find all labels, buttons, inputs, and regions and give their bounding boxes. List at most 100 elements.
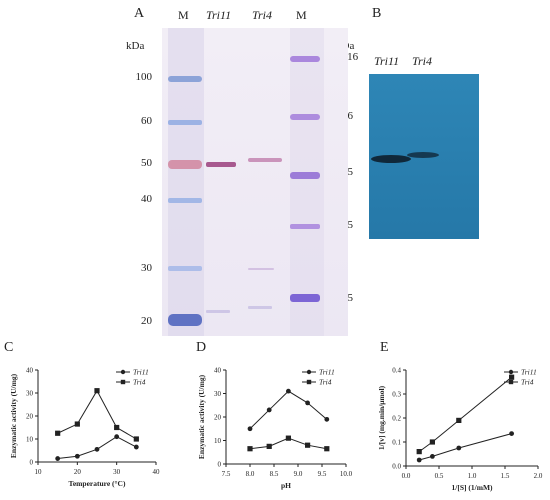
chart-c-y-axis-label: Enzymatic activity (U/mg) — [9, 373, 18, 458]
gel-left-marker-20: 20 — [141, 315, 152, 327]
chart-d-legend-tri11-label: Tri11 — [319, 368, 335, 377]
chart-d-x-tick-label: 7.5 — [222, 470, 231, 478]
chart-d-legend-tri11-swatch-marker — [306, 369, 312, 375]
gel-lane-label-marker-right: M — [296, 8, 307, 22]
chart-e-legend-tri11-swatch-marker — [508, 369, 514, 375]
chart-d-y-tick-label: 30 — [214, 390, 222, 398]
chart-ph: 7.5 8.0 8.5 9.0 9.5 10.0 0 10 20 30 40 pH Enzymatic … — [197, 367, 353, 491]
chart-d-series-tri4-point — [247, 446, 253, 452]
chart-d-series-tri11-point — [324, 416, 330, 422]
chart-c-series-tri11-point — [55, 456, 61, 461]
chart-c-series-tri11-point — [74, 453, 80, 459]
gel-lane-label-tri4: Tri4 — [252, 8, 273, 22]
chart-c-y-tick-label: 20 — [26, 413, 34, 421]
gel-lane-label-tri11: Tri11 — [206, 8, 232, 22]
chart-e-series-tri11-line — [419, 433, 512, 461]
chart-e-series-tri11-point — [456, 445, 462, 451]
gel-left-marker-30: 30 — [141, 262, 152, 274]
chart-c-y-tick-label: 30 — [26, 390, 34, 398]
chart-d-legend-tri4-swatch-marker — [306, 379, 312, 385]
gel-image — [162, 28, 348, 336]
chart-e-series-tri4-point — [429, 439, 435, 445]
chart-e-x-tick-label: 0.0 — [402, 472, 411, 480]
gel-bands — [168, 28, 324, 336]
panel-label-a: A — [134, 6, 145, 21]
chart-d-series-tri11-line — [249, 390, 328, 430]
chart-e-y-tick-label: 0.3 — [392, 391, 401, 399]
chart-e-legend-tri4-swatch-marker — [508, 379, 514, 385]
chart-c-y-tick-label: 40 — [26, 367, 34, 375]
gel-left-marker-60: 60 — [141, 115, 152, 127]
chart-d-series-tri11-point — [247, 426, 253, 432]
chart-d-x-tick-label: 9.5 — [318, 470, 327, 478]
chart-c-series-tri4-point — [114, 424, 120, 431]
chart-lineweaver-burk: 0.0 0.5 1.0 1.5 2.0 0.0 0.1 0.2 0.3 0.4 1/[S] (1/m… — [377, 367, 543, 493]
chart-c-legend-tri11-swatch-marker — [120, 369, 126, 375]
chart-c-series-tri4-line — [57, 389, 137, 440]
chart-c-series-tri4-point — [55, 430, 61, 436]
chart-c-y-tick-label: 0 — [30, 459, 34, 467]
panel-label-e: E — [380, 340, 389, 355]
chart-c-legend-tri11-label: Tri11 — [133, 368, 149, 377]
chart-c-series-tri4-point — [94, 388, 100, 394]
chart-e-x-tick-label: 1.0 — [468, 472, 477, 480]
chart-e-x-tick-label: 2.0 — [534, 472, 543, 480]
chart-e-series-tri11-point — [416, 457, 422, 463]
chart-d-y-tick-label: 0 — [218, 461, 222, 469]
chart-d-series-tri4-point — [305, 442, 311, 448]
chart-c-series-tri11-point — [114, 434, 120, 440]
chart-c-x-tick-label: 30 — [113, 468, 121, 476]
chart-e-legend-tri11-label: Tri11 — [521, 368, 537, 377]
gel-left-marker-40: 40 — [141, 193, 152, 205]
western-blot-image — [369, 74, 479, 239]
chart-e-legend-tri4-label: Tri4 — [521, 378, 534, 387]
chart-d-series-tri11-point — [286, 388, 291, 394]
chart-e-series-tri4-point — [509, 374, 515, 380]
chart-e-series-tri4-point — [456, 417, 462, 423]
blot-lane-label-tri11: Tri11 — [374, 54, 400, 68]
chart-c-series-tri4-point — [74, 421, 80, 427]
chart-c-legend-tri4-swatch-marker — [120, 379, 126, 385]
chart-d-y-tick-label: 20 — [214, 414, 222, 422]
panel-label-d: D — [196, 340, 207, 355]
chart-e-series-tri4-line — [418, 376, 512, 453]
chart-c-y-tick-label: 10 — [26, 436, 34, 444]
chart-d-x-tick-label: 9.0 — [294, 470, 303, 478]
chart-c-x-tick-label: 40 — [153, 468, 161, 476]
chart-d-series-tri11-point — [305, 400, 310, 406]
chart-e-y-tick-label: 0.2 — [392, 415, 401, 423]
chart-d-x-tick-label: 8.0 — [246, 470, 255, 478]
chart-c-series-tri4-point — [133, 436, 139, 442]
gel-lane-label-marker-left: M — [178, 8, 189, 22]
chart-e-y-tick-label: 0.1 — [392, 439, 401, 447]
panel-label-b: B — [372, 6, 382, 21]
chart-c-x-axis-label: Temperature (°C) — [69, 479, 126, 488]
chart-d-legend-tri4-label: Tri4 — [319, 378, 332, 387]
chart-e-y-axis-label: 1/[v] (mg.min/μmol) — [377, 385, 386, 450]
chart-c-legend-tri4-label: Tri4 — [133, 378, 146, 387]
gel-left-marker-50: 50 — [141, 157, 152, 169]
chart-e-y-tick-label: 0.4 — [392, 367, 401, 375]
chart-d-series-tri4-point — [324, 446, 330, 452]
chart-e-series-tri11-point — [509, 431, 514, 436]
blot-bands — [371, 152, 439, 163]
chart-d-series-tri11-point — [266, 407, 272, 413]
chart-e-x-tick-label: 0.5 — [435, 472, 444, 480]
chart-e-x-axis-label: 1/[S] (1/mM) — [451, 483, 493, 492]
chart-d-x-tick-label: 10.0 — [340, 470, 353, 478]
chart-e-series-tri4-point — [416, 449, 422, 455]
chart-d-series-tri4-point — [285, 435, 291, 441]
blot-lane-label-tri4: Tri4 — [412, 54, 433, 68]
chart-c-series-tri11-point — [133, 444, 139, 450]
chart-c-x-tick-label: 20 — [74, 468, 82, 476]
chart-d-x-tick-label: 8.5 — [270, 470, 279, 478]
gel-left-marker-100: 100 — [135, 71, 153, 83]
chart-c-series-tri11-point — [94, 446, 100, 452]
gel-left-unit: kDa — [126, 40, 145, 52]
chart-d-y-axis-label: Enzymatic activity (U/mg) — [197, 374, 206, 459]
chart-d-x-axis-label: pH — [281, 481, 291, 490]
chart-e-series-tri11-point — [430, 454, 435, 459]
panel-label-c: C — [4, 340, 14, 355]
chart-d-y-tick-label: 40 — [214, 367, 222, 375]
